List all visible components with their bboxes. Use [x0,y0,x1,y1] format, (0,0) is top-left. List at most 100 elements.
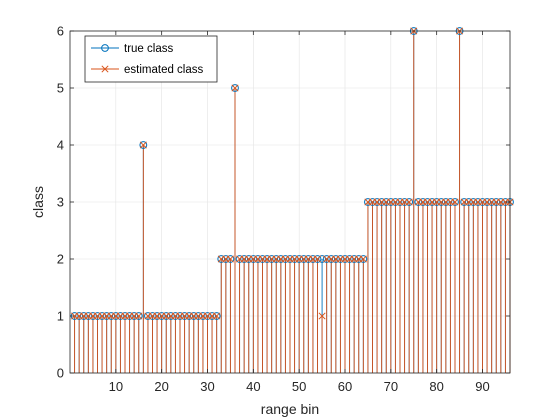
marker-true-class [276,255,285,263]
y-tick-labels: 0 1 2 3 4 5 6 [57,24,64,381]
marker-estimated-class [231,84,239,92]
marker-true-class [89,312,97,320]
marker-true-class [331,255,340,263]
x-tick-label: 90 [475,379,489,394]
marker-true-class [432,198,441,206]
marker-true-class [469,198,478,206]
y-axis-label: class [30,186,46,218]
marker-true-class [492,198,501,206]
marker-true-class [400,198,409,206]
marker-true-class [313,255,322,263]
markers [70,27,514,320]
y-tick-label: 0 [57,366,64,381]
marker-true-class [194,312,203,320]
marker-true-class [254,255,262,263]
marker-true-class [212,312,221,320]
marker-true-class [107,312,116,320]
marker-true-class [423,198,432,206]
marker-true-class [102,312,111,320]
marker-estimated-class [213,312,221,320]
y-tick-label: 6 [57,24,64,39]
x-tick-label: 40 [246,379,260,394]
marker-true-class [249,255,258,263]
marker-true-class [396,198,404,206]
marker-estimated-class [359,255,367,263]
marker-true-class [437,198,446,206]
x-tick-labels: 10 20 30 40 50 60 70 80 90 [109,379,490,394]
marker-true-class [231,84,239,92]
marker-true-class [125,312,134,320]
marker-true-class [240,255,249,263]
marker-true-class [98,312,106,320]
marker-true-class [263,255,271,263]
marker-true-class [327,255,336,263]
marker-true-class [130,312,139,320]
marker-true-class [79,312,88,320]
marker-true-class [345,255,354,263]
marker-true-class [368,198,377,206]
x-tick-label: 10 [109,379,123,394]
marker-true-class [121,312,129,320]
x-tick-label: 80 [429,379,443,394]
marker-true-class [405,198,414,206]
marker-true-class [318,255,326,263]
marker-true-class [364,198,372,206]
y-tick-label: 1 [57,309,64,324]
marker-true-class [75,312,84,320]
legend-x-marker [101,65,109,73]
marker-true-class [483,198,491,206]
marker-true-class [286,255,294,263]
marker-true-class [244,255,253,263]
marker-true-class [267,255,276,263]
marker-true-class [487,198,496,206]
marker-true-class [336,255,345,263]
marker-true-class [451,198,459,206]
legend: true class estimated class [84,35,218,83]
x-tick-label: 20 [154,379,168,394]
marker-true-class [235,255,244,263]
y-tick-label: 5 [57,81,64,96]
marker-true-class [377,198,386,206]
marker-true-class [226,255,235,263]
legend-box [84,35,218,83]
marker-true-class [180,312,189,320]
marker-true-class [474,198,482,206]
legend-label-true-class: true class [124,43,173,55]
marker-true-class [134,312,143,320]
legend-circle-marker [101,44,109,52]
marker-estimated-class [313,255,322,263]
marker-true-class [322,255,331,263]
marker-true-class [157,312,166,320]
ticks [70,30,510,374]
marker-true-class [391,198,400,206]
marker-true-class [460,198,469,206]
x-tick-label: 70 [384,379,398,394]
marker-true-class [208,312,216,320]
marker-true-class [111,312,120,320]
marker-true-class [166,312,175,320]
marker-true-class [446,198,455,206]
marker-true-class [419,198,427,206]
marker-true-class [84,312,93,320]
marker-estimated-class [135,312,143,320]
marker-true-class [221,255,230,263]
marker-true-class [309,255,317,263]
marker-true-class [382,198,391,206]
marker-true-class [144,312,152,320]
marker-true-class [217,255,226,263]
marker-true-class [258,255,267,263]
marker-true-class [478,198,487,206]
marker-true-class [441,198,450,206]
marker-true-class [93,312,102,320]
marker-true-class [189,312,198,320]
marker-true-class [386,198,395,206]
marker-true-class [176,312,184,320]
marker-true-class [350,255,359,263]
x-axis-label: range bin [261,401,319,417]
marker-true-class [148,312,157,320]
x-tick-label: 50 [292,379,306,394]
marker-estimated-class [405,198,413,206]
marker-true-class [199,312,207,320]
